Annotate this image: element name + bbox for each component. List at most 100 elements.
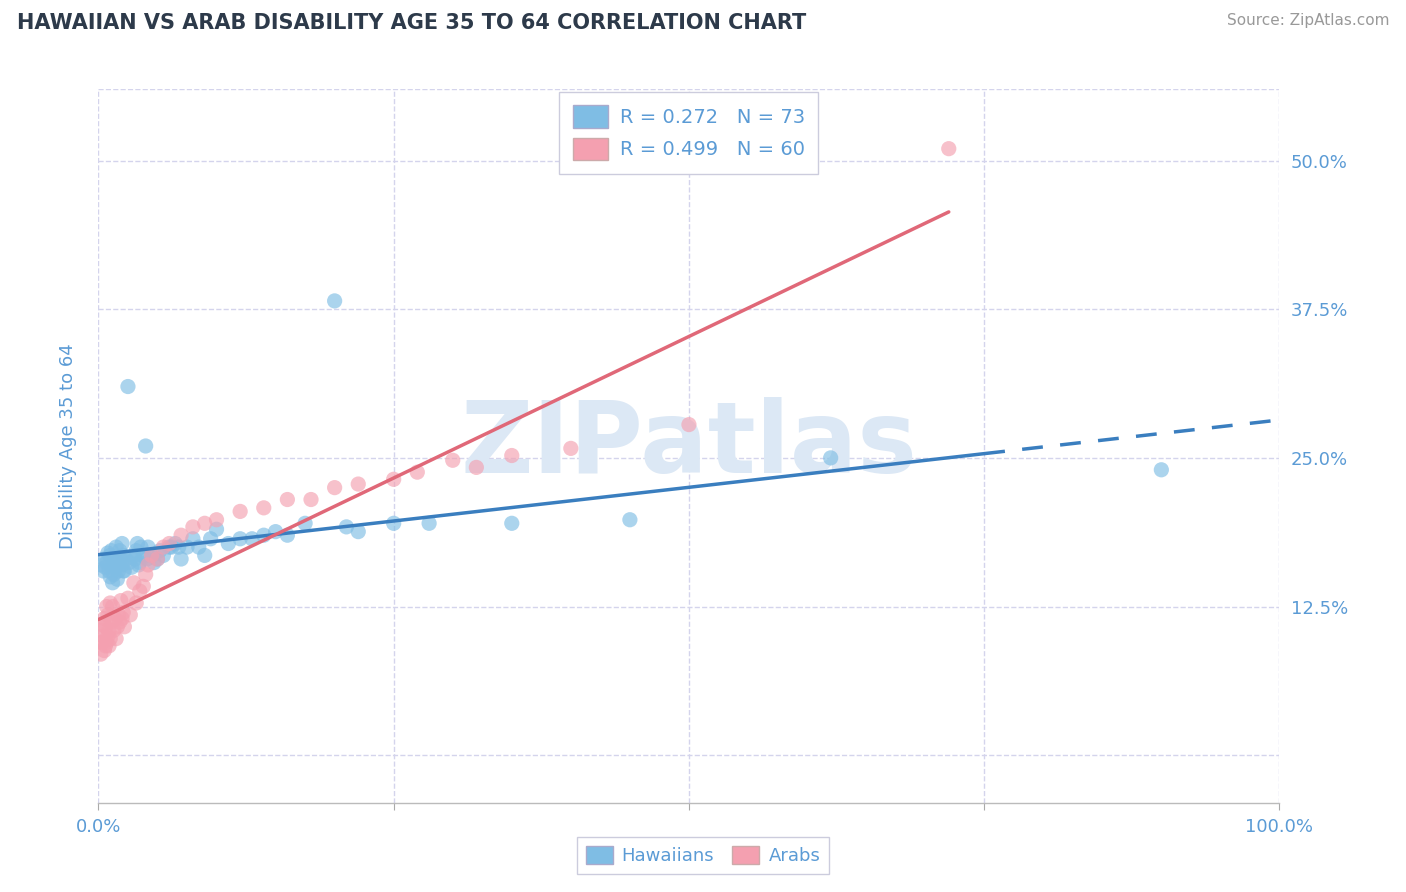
Point	[127, 536, 149, 550]
Point	[132, 549, 155, 563]
Point	[128, 556, 150, 570]
Point	[98, 632, 121, 646]
Point	[229, 504, 252, 518]
Point	[501, 516, 523, 531]
Point	[1150, 463, 1173, 477]
Point	[129, 540, 152, 554]
Point	[441, 453, 464, 467]
Point	[104, 552, 127, 566]
Point	[136, 540, 159, 554]
Point	[170, 528, 193, 542]
Point	[98, 549, 121, 563]
Point	[125, 543, 148, 558]
Legend: Hawaiians, Arabs: Hawaiians, Arabs	[576, 837, 830, 874]
Point	[98, 624, 121, 638]
Point	[135, 439, 157, 453]
Point	[98, 596, 121, 610]
Point	[112, 549, 135, 563]
Point	[382, 472, 405, 486]
Point	[276, 528, 298, 542]
Point	[112, 564, 135, 578]
Point	[111, 611, 134, 625]
Point	[299, 492, 322, 507]
Point	[114, 552, 136, 566]
Point	[146, 552, 169, 566]
Point	[323, 293, 346, 308]
Point	[135, 567, 157, 582]
Point	[187, 540, 209, 554]
Point	[105, 540, 128, 554]
Point	[120, 607, 142, 622]
Point	[101, 575, 124, 590]
Point	[103, 567, 125, 582]
Point	[124, 552, 146, 566]
Point	[105, 572, 128, 586]
Point	[128, 584, 150, 599]
Point	[94, 639, 117, 653]
Point	[121, 560, 143, 574]
Point	[181, 520, 204, 534]
Point	[132, 579, 155, 593]
Point	[205, 513, 228, 527]
Point	[111, 558, 134, 572]
Point	[294, 516, 316, 531]
Point	[112, 620, 135, 634]
Point	[136, 558, 159, 572]
Point	[122, 575, 145, 590]
Point	[253, 500, 276, 515]
Point	[105, 632, 128, 646]
Point	[96, 635, 118, 649]
Point	[160, 540, 183, 554]
Point	[176, 540, 198, 554]
Point	[323, 481, 346, 495]
Point	[418, 516, 440, 531]
Point	[110, 593, 132, 607]
Point	[117, 379, 139, 393]
Point	[91, 635, 114, 649]
Point	[89, 635, 111, 649]
Point	[105, 620, 128, 634]
Point	[347, 524, 370, 539]
Point	[105, 556, 128, 570]
Point	[167, 540, 190, 554]
Point	[96, 556, 118, 570]
Point	[560, 442, 582, 456]
Point	[101, 599, 124, 614]
Point	[501, 449, 523, 463]
Point	[110, 552, 132, 566]
Point	[98, 639, 121, 653]
Point	[107, 564, 129, 578]
Point	[97, 607, 120, 622]
Point	[90, 624, 112, 638]
Point	[152, 540, 174, 554]
Point	[100, 615, 122, 629]
Point	[93, 552, 115, 566]
Point	[104, 611, 127, 625]
Point	[91, 564, 114, 578]
Point	[347, 477, 370, 491]
Point	[678, 417, 700, 432]
Point	[105, 560, 128, 574]
Text: Source: ZipAtlas.com: Source: ZipAtlas.com	[1226, 13, 1389, 29]
Point	[152, 549, 174, 563]
Point	[98, 564, 121, 578]
Point	[112, 564, 135, 578]
Point	[205, 522, 228, 536]
Point	[170, 552, 193, 566]
Text: ZIPatlas: ZIPatlas	[461, 398, 917, 494]
Point	[93, 611, 115, 625]
Point	[91, 629, 114, 643]
Point	[149, 543, 172, 558]
Point	[165, 536, 187, 550]
Text: HAWAIIAN VS ARAB DISABILITY AGE 35 TO 64 CORRELATION CHART: HAWAIIAN VS ARAB DISABILITY AGE 35 TO 64…	[17, 13, 806, 33]
Point	[90, 647, 112, 661]
Point	[90, 558, 112, 572]
Point	[264, 524, 287, 539]
Point	[111, 536, 134, 550]
Point	[91, 617, 114, 632]
Point	[157, 540, 180, 554]
Point	[194, 549, 217, 563]
Point	[142, 556, 165, 570]
Point	[108, 615, 131, 629]
Point	[122, 549, 145, 563]
